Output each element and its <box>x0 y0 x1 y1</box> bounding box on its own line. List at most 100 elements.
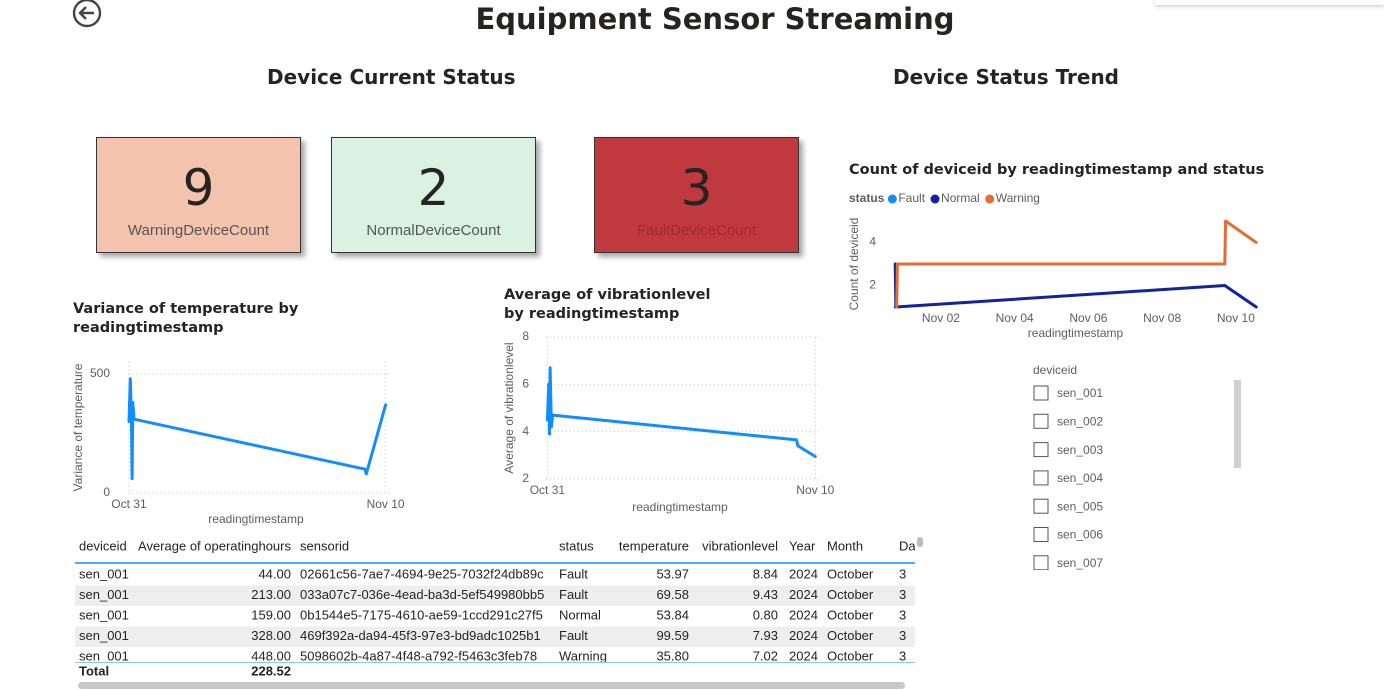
cell: October <box>827 587 874 602</box>
x-axis-title: readingtimestamp <box>1028 326 1124 340</box>
kpi-card: 9 WarningDeviceCount <box>96 137 301 253</box>
kpi-card: 2 NormalDeviceCount <box>331 137 536 253</box>
kpi-label: WarningDeviceCount <box>127 222 270 239</box>
legend-label: Normal <box>941 191 980 205</box>
scrollbar[interactable] <box>78 682 905 689</box>
column-header[interactable]: temperature <box>619 538 689 553</box>
cell: 3 <box>899 587 906 602</box>
x-tick-label: Nov 04 <box>996 311 1034 325</box>
cell: 2024 <box>789 607 818 622</box>
slicer-item[interactable]: sen_001 <box>1057 386 1103 400</box>
kpi-value: 2 <box>417 159 450 217</box>
top-panel <box>1155 0 1384 5</box>
cell: sen_001 <box>79 607 129 622</box>
cell: 69.58 <box>656 587 689 602</box>
column-header[interactable]: Average of operatinghours <box>138 538 291 553</box>
cell: 5098602b-4a87-4f48-a792-f5463c3feb78 <box>300 648 537 663</box>
kpi-card: 3 FaultDeviceCount <box>594 137 799 253</box>
kpi-value: 3 <box>680 159 713 217</box>
checkbox[interactable] <box>1033 527 1049 542</box>
cell: 3 <box>899 628 906 643</box>
cell: 2024 <box>789 587 818 602</box>
slicer: deviceid sen_001 sen_002 sen_003 sen_004 sen_… <box>1033 363 1103 570</box>
column-header[interactable]: Month <box>827 538 863 553</box>
x-tick-label: Nov 10 <box>796 483 834 497</box>
legend-marker <box>930 194 940 204</box>
cell: 448.00 <box>251 648 291 663</box>
y-axis-title: Average of vibrationlevel <box>502 342 516 473</box>
cell: 53.97 <box>656 566 689 581</box>
back-button[interactable] <box>71 0 105 30</box>
cell: 0.80 <box>753 607 778 622</box>
line <box>545 366 817 458</box>
kpi-label: FaultDeviceCount <box>636 222 757 239</box>
row-background <box>75 626 915 647</box>
checkbox[interactable] <box>1033 413 1049 429</box>
line <box>895 219 1258 309</box>
x-axis-title: readingtimestamp <box>208 512 304 526</box>
column-header[interactable]: Day <box>899 538 923 553</box>
cell: 7.93 <box>753 628 778 643</box>
kpi-value: 9 <box>182 159 215 217</box>
scrollbar[interactable] <box>917 537 923 547</box>
cell: 0b1544e5-7175-4610-ae59-1ccd291c27f5 <box>300 607 543 622</box>
slicer-item[interactable]: sen_006 <box>1057 528 1103 542</box>
checkbox[interactable] <box>1033 385 1049 401</box>
column-header[interactable]: sensorid <box>300 538 349 553</box>
y-tick-label: 2 <box>522 471 529 485</box>
cell: 3 <box>899 607 906 622</box>
cell: sen_001 <box>79 648 129 663</box>
slicer-item[interactable]: sen_002 <box>1057 414 1103 428</box>
cell: October <box>827 648 874 663</box>
column-header[interactable]: deviceid <box>79 538 127 553</box>
table-total: Total 228.52 <box>75 662 915 678</box>
slicer-item[interactable]: sen_003 <box>1057 443 1103 457</box>
cell: 02661c56-7ae7-4694-9e25-7032f24db89c <box>300 566 544 581</box>
y-tick-label: 6 <box>522 377 529 391</box>
slicer-item[interactable]: sen_004 <box>1057 471 1103 485</box>
cell: 53.84 <box>656 607 689 622</box>
chart-title: Variance of temperature by readingtimest… <box>73 301 299 336</box>
section-title: Device Status Trend <box>893 65 1119 89</box>
checkbox[interactable] <box>1033 442 1049 458</box>
section-title: Device Current Status <box>267 65 516 89</box>
column-header[interactable]: status <box>559 538 594 553</box>
cell: sen_001 <box>79 566 129 581</box>
cell: sen_001 <box>79 628 129 643</box>
legend-label: Fault <box>898 191 925 205</box>
total-cell: 228.52 <box>251 663 291 678</box>
y-axis-title: Count of deviceid <box>847 218 861 311</box>
y-tick-label: 2 <box>869 278 876 292</box>
cell: 3 <box>899 648 906 663</box>
y-tick-label: 500 <box>90 366 110 380</box>
x-tick-label: Oct 31 <box>111 497 147 511</box>
checkbox[interactable] <box>1033 470 1049 486</box>
slicer-item[interactable]: sen_005 <box>1057 499 1103 513</box>
column-header[interactable]: Year <box>789 538 816 553</box>
checkbox[interactable] <box>1033 498 1049 514</box>
cell: sen_001 <box>79 587 129 602</box>
scrollbar[interactable] <box>1234 380 1241 468</box>
cell: 159.00 <box>251 607 291 622</box>
x-tick-label: Nov 08 <box>1143 311 1181 325</box>
cell: 7.02 <box>753 648 778 663</box>
cell: October <box>827 566 874 581</box>
row-background <box>75 585 915 606</box>
line <box>127 377 388 481</box>
chart-title: Average of vibrationlevel by readingtime… <box>504 287 711 322</box>
x-tick-label: Oct 31 <box>530 483 566 497</box>
cell: 99.59 <box>656 628 689 643</box>
legend-title: status <box>849 191 885 205</box>
slicer-item[interactable]: sen_007 <box>1057 556 1103 570</box>
page-title: Equipment Sensor Streaming <box>475 2 955 36</box>
cell: 44.00 <box>258 566 291 581</box>
legend-marker <box>985 194 995 204</box>
cell: Fault <box>559 628 588 643</box>
column-header[interactable]: vibrationlevel <box>702 538 778 553</box>
y-tick-label: 4 <box>869 235 876 249</box>
checkbox[interactable] <box>1033 555 1049 570</box>
cell: Warning <box>559 648 607 663</box>
table: deviceid Average of operatinghours sensori… <box>75 538 923 663</box>
